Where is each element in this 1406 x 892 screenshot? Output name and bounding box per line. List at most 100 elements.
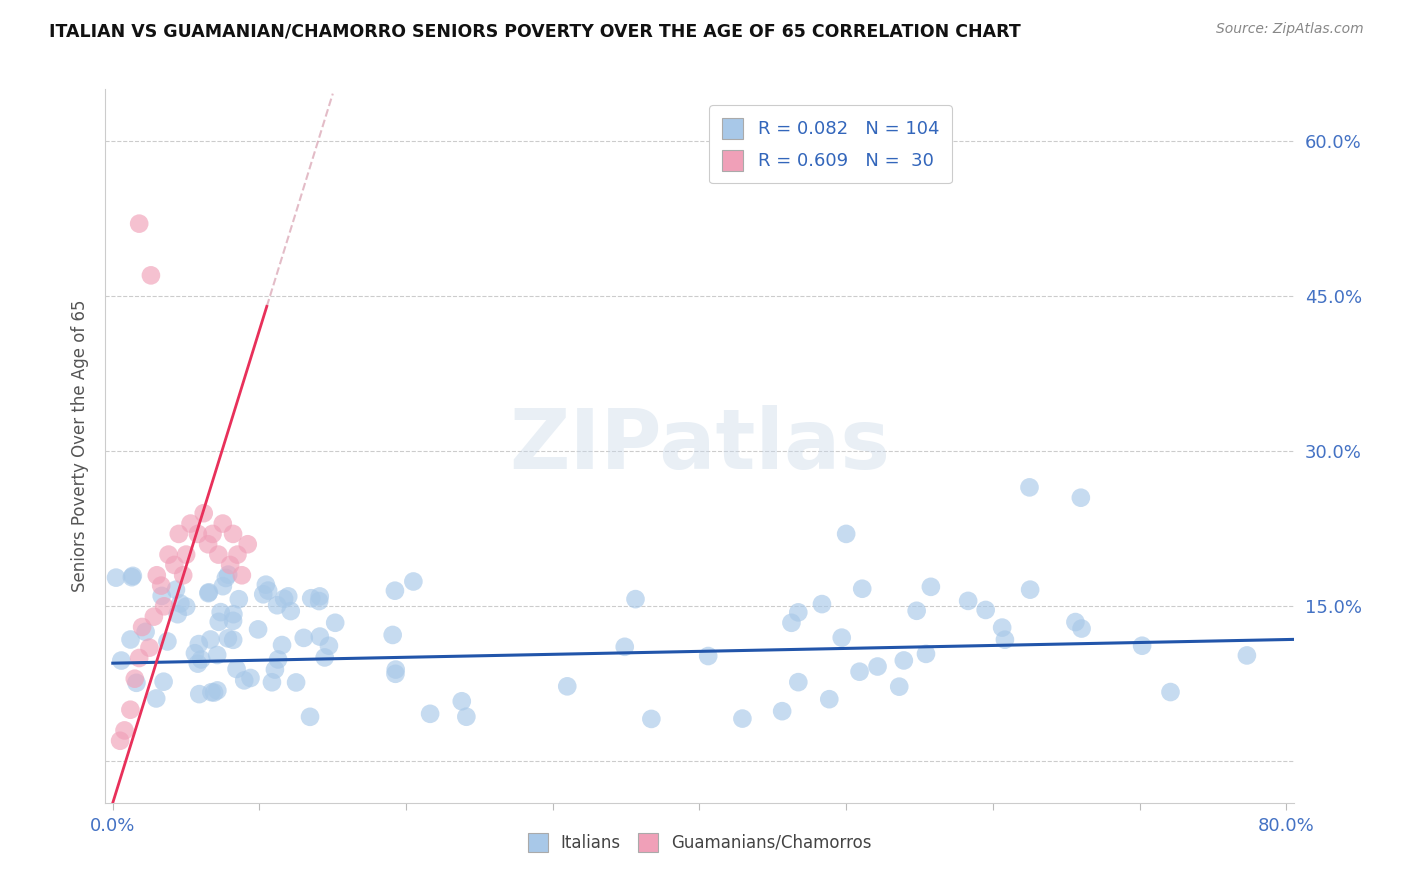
- Point: [266, 599, 288, 613]
- Point: [233, 673, 256, 688]
- Point: [174, 548, 197, 562]
- Point: [150, 579, 173, 593]
- Point: [920, 580, 942, 594]
- Point: [222, 527, 245, 541]
- Point: [731, 712, 754, 726]
- Point: [110, 654, 132, 668]
- Point: [114, 723, 136, 738]
- Point: [208, 615, 231, 629]
- Point: [153, 599, 176, 614]
- Point: [165, 582, 187, 597]
- Point: [152, 674, 174, 689]
- Point: [228, 592, 250, 607]
- Point: [254, 577, 277, 591]
- Point: [277, 590, 299, 604]
- Point: [217, 632, 239, 646]
- Point: [851, 582, 873, 596]
- Point: [124, 672, 146, 686]
- Point: [787, 605, 810, 619]
- Point: [207, 548, 229, 562]
- Point: [166, 607, 188, 622]
- Point: [187, 657, 209, 671]
- Point: [120, 703, 142, 717]
- Point: [167, 527, 190, 541]
- Point: [131, 620, 153, 634]
- Point: [1160, 685, 1182, 699]
- Point: [264, 663, 287, 677]
- Point: [267, 652, 290, 666]
- Point: [450, 694, 472, 708]
- Point: [848, 665, 870, 679]
- Point: [201, 527, 224, 541]
- Y-axis label: Seniors Poverty Over the Age of 65: Seniors Poverty Over the Age of 65: [72, 300, 90, 592]
- Point: [299, 591, 322, 606]
- Point: [835, 527, 858, 541]
- Point: [215, 571, 238, 585]
- Point: [252, 587, 274, 601]
- Point: [866, 659, 889, 673]
- Point: [957, 594, 980, 608]
- Point: [893, 653, 915, 667]
- Point: [915, 647, 938, 661]
- Point: [108, 733, 131, 747]
- Point: [384, 663, 406, 677]
- Point: [831, 631, 853, 645]
- Point: [818, 692, 841, 706]
- Point: [211, 516, 233, 531]
- Point: [190, 652, 212, 666]
- Point: [198, 585, 221, 599]
- Point: [1070, 622, 1092, 636]
- Point: [1064, 615, 1087, 629]
- Point: [207, 683, 229, 698]
- Point: [811, 597, 834, 611]
- Point: [193, 506, 215, 520]
- Point: [299, 710, 322, 724]
- Point: [128, 651, 150, 665]
- Point: [260, 675, 283, 690]
- Point: [200, 685, 222, 699]
- Point: [1070, 491, 1092, 505]
- Point: [280, 604, 302, 618]
- Point: [105, 571, 128, 585]
- Point: [120, 632, 142, 647]
- Point: [613, 640, 636, 654]
- Point: [1236, 648, 1258, 663]
- Point: [180, 516, 202, 531]
- Point: [323, 615, 346, 630]
- Point: [308, 590, 330, 604]
- Point: [314, 650, 336, 665]
- Point: [770, 704, 793, 718]
- Point: [187, 637, 209, 651]
- Point: [202, 685, 225, 699]
- Point: [197, 537, 219, 551]
- Point: [419, 706, 441, 721]
- Point: [974, 603, 997, 617]
- Point: [217, 567, 239, 582]
- Point: [128, 217, 150, 231]
- Point: [169, 597, 191, 611]
- Point: [157, 548, 180, 562]
- Point: [172, 568, 194, 582]
- Point: [146, 568, 169, 582]
- Point: [222, 614, 245, 628]
- Point: [138, 640, 160, 655]
- Point: [402, 574, 425, 589]
- Point: [212, 579, 235, 593]
- Point: [139, 268, 162, 283]
- Point: [780, 615, 803, 630]
- Point: [308, 630, 330, 644]
- Point: [163, 558, 186, 572]
- Point: [308, 594, 330, 608]
- Point: [381, 628, 404, 642]
- Text: Source: ZipAtlas.com: Source: ZipAtlas.com: [1216, 22, 1364, 37]
- Point: [219, 558, 242, 572]
- Point: [384, 583, 406, 598]
- Point: [1018, 480, 1040, 494]
- Point: [239, 671, 262, 685]
- Point: [121, 569, 143, 583]
- Point: [640, 712, 662, 726]
- Point: [125, 675, 148, 690]
- Point: [150, 589, 173, 603]
- Point: [236, 537, 259, 551]
- Point: [285, 675, 308, 690]
